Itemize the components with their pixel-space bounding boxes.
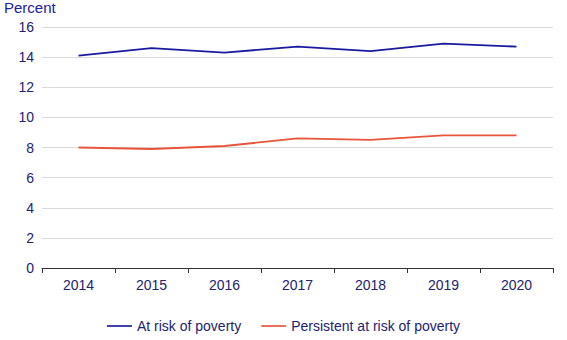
svg-text:2014: 2014 [63,277,94,293]
svg-text:6: 6 [26,170,34,186]
svg-text:2015: 2015 [136,277,167,293]
svg-text:Persistent at risk of poverty: Persistent at risk of poverty [291,318,460,334]
svg-text:2019: 2019 [428,277,459,293]
svg-text:Percent: Percent [4,0,57,16]
svg-text:2: 2 [26,230,34,246]
svg-text:2017: 2017 [282,277,313,293]
svg-text:2020: 2020 [501,277,532,293]
svg-text:14: 14 [18,49,34,65]
svg-text:8: 8 [26,140,34,156]
svg-text:0: 0 [26,260,34,276]
svg-text:16: 16 [18,19,34,35]
svg-text:12: 12 [18,79,34,95]
svg-text:At risk of poverty: At risk of poverty [137,318,241,334]
svg-text:2018: 2018 [355,277,386,293]
svg-text:2016: 2016 [209,277,240,293]
svg-text:4: 4 [26,200,34,216]
svg-text:10: 10 [18,109,34,125]
